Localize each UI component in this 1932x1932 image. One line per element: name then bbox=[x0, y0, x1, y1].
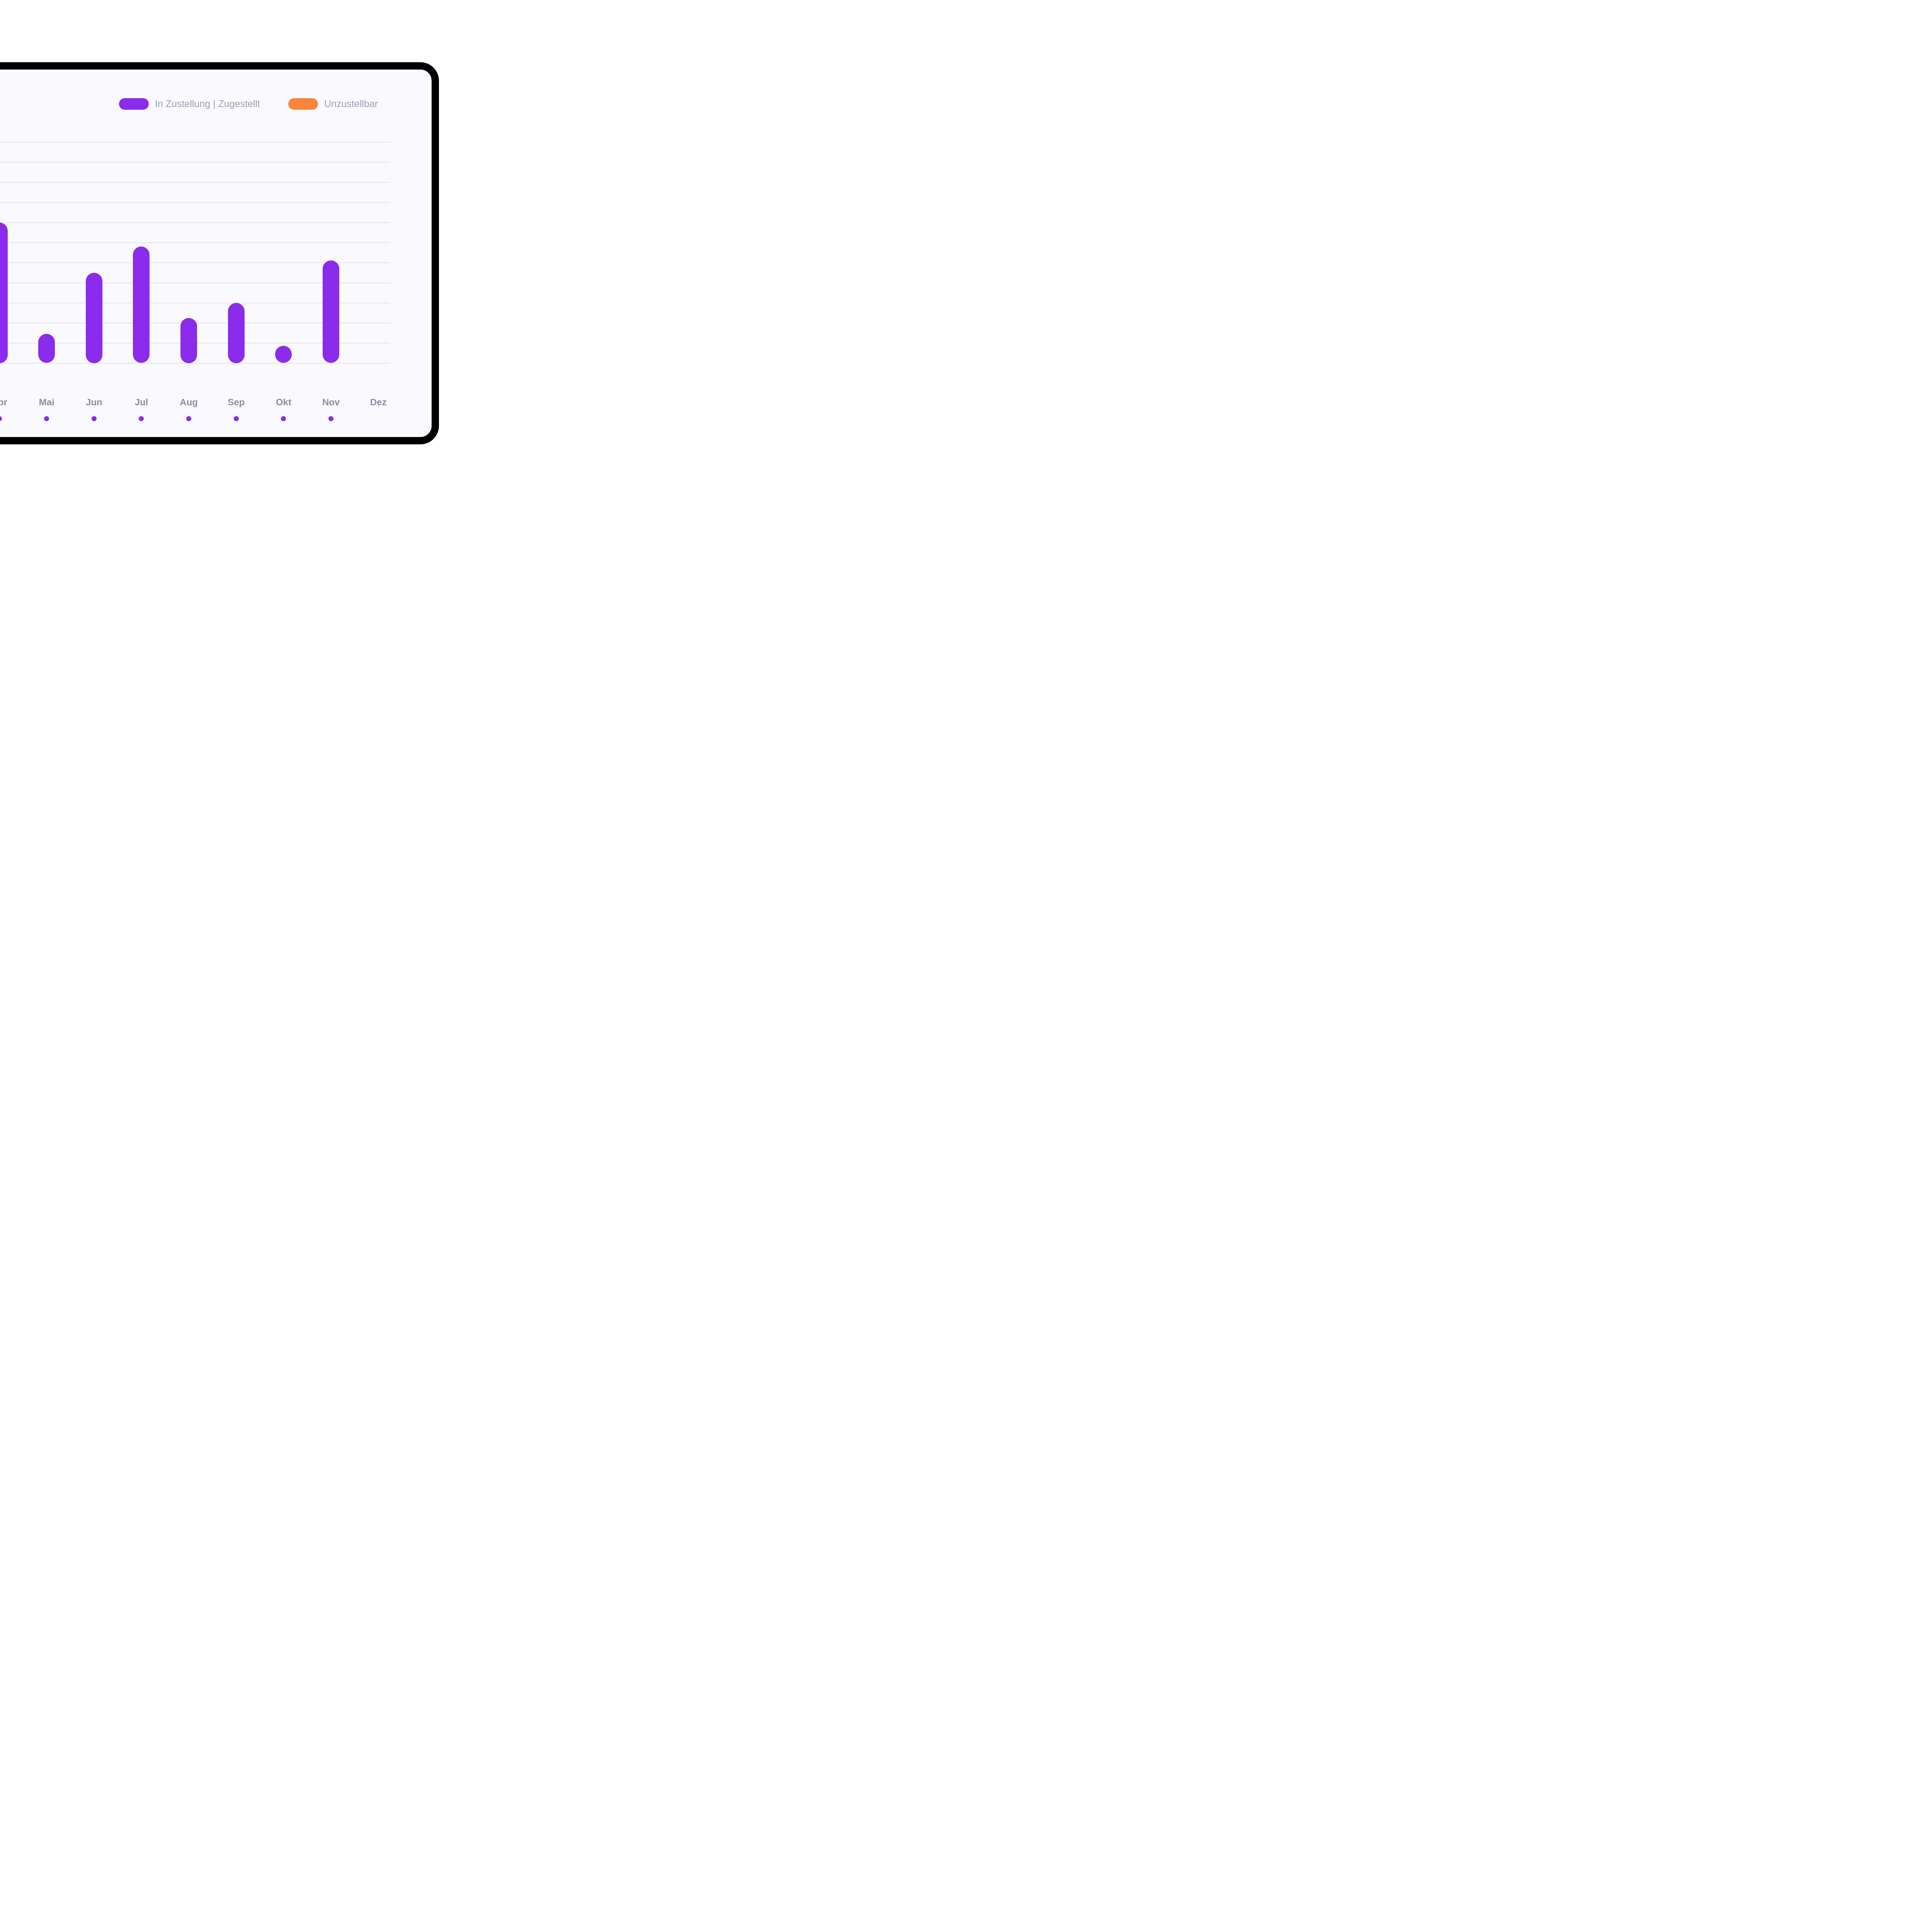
axis-dot-mai bbox=[44, 416, 49, 421]
axis-dot-sep bbox=[233, 416, 239, 421]
axis-dot-aug bbox=[186, 416, 192, 421]
gridline bbox=[0, 242, 390, 243]
chart-card bbox=[0, 62, 439, 444]
x-axis-label-jul: Jul bbox=[134, 397, 148, 408]
bar-mai[interactable] bbox=[38, 334, 55, 363]
gridline bbox=[0, 202, 390, 203]
x-axis-label-apr: Apr bbox=[0, 397, 7, 408]
axis-dot-nov bbox=[328, 416, 334, 421]
x-axis-label-sep: Sep bbox=[228, 397, 245, 408]
bar-aug[interactable] bbox=[180, 318, 197, 363]
gridline bbox=[0, 182, 390, 183]
legend-label: In Zustellung | Zugestellt bbox=[155, 99, 260, 109]
axis-dot-jun bbox=[91, 416, 97, 421]
bar-jun[interactable] bbox=[85, 272, 102, 363]
gridline bbox=[0, 162, 390, 163]
legend-swatch-orange bbox=[288, 98, 318, 110]
bar-jul[interactable] bbox=[133, 246, 150, 363]
x-axis-label-dez: Dez bbox=[370, 397, 387, 408]
x-axis-label-okt: Okt bbox=[276, 397, 291, 408]
bar-nov[interactable] bbox=[323, 260, 340, 363]
bar-sep[interactable] bbox=[228, 303, 245, 363]
gridline bbox=[0, 141, 390, 143]
bar-apr[interactable] bbox=[0, 222, 8, 363]
legend-item-unzustellbar[interactable]: Unzustellbar bbox=[288, 98, 378, 110]
x-axis-label-nov: Nov bbox=[322, 397, 340, 408]
legend-label: Unzustellbar bbox=[324, 99, 378, 109]
gridline bbox=[0, 262, 390, 263]
axis-dot-jul bbox=[139, 416, 144, 421]
gridline bbox=[0, 362, 390, 364]
legend-item-in-zustellung-zugestellt[interactable]: In Zustellung | Zugestellt bbox=[119, 98, 260, 110]
dashboard-chart-widget: Apr Mai Jun Jul Aug Sep Okt Nov Dez In Zustellun… bbox=[0, 0, 495, 495]
x-axis-label-jun: Jun bbox=[85, 397, 102, 408]
legend-swatch-purple bbox=[119, 98, 149, 110]
x-axis-label-mai: Mai bbox=[39, 397, 54, 408]
x-axis-label-aug: Aug bbox=[180, 397, 198, 408]
bar-okt[interactable] bbox=[275, 346, 292, 363]
gridline bbox=[0, 282, 390, 283]
axis-dot-okt bbox=[281, 416, 286, 421]
gridline bbox=[0, 222, 390, 223]
axis-dot-apr bbox=[0, 416, 2, 421]
